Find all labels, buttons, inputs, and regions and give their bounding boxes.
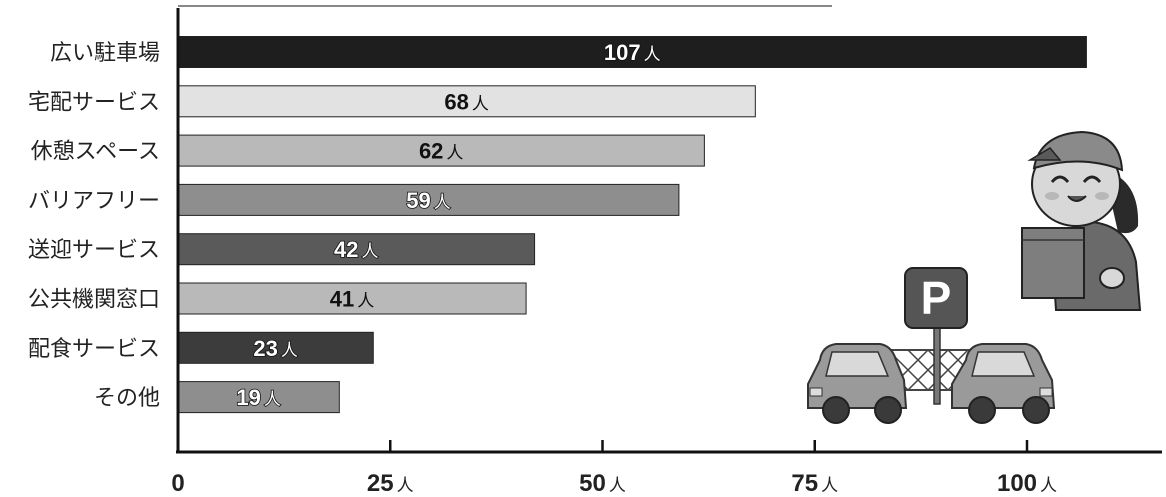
car-right-icon — [951, 343, 1056, 424]
bar-value-labels-group: 107 人 68 人 62 人 59 人 42 人 41 人 23 人 19 人 — [236, 39, 662, 411]
bar-value-label-2: 62 人 — [419, 139, 463, 164]
category-label-6: 配食サービス — [28, 337, 160, 362]
category-label-4: 送迎サービス — [28, 238, 160, 263]
x-tick-label-2: 50 人 — [579, 470, 626, 497]
bar-3 — [177, 183, 680, 216]
bar-value-label-5: 41 人 — [330, 287, 374, 312]
category-label-3: バリアフリー — [28, 189, 160, 214]
category-label-5: 公共機関窓口 — [28, 288, 160, 313]
x-tick-label-1: 25 人 — [367, 470, 414, 497]
x-tick-label-3: 75 人 — [791, 470, 838, 497]
bar-5 — [177, 282, 527, 315]
x-ticks-group: 0 25 人 50 人 75 人 100 人 — [171, 440, 1057, 497]
delivery-person-and-parking-illustration: P — [807, 130, 1142, 424]
parking-sign-letter: P — [921, 272, 952, 324]
bar-value-label-0: 107 人 — [604, 40, 661, 65]
bar-4 — [177, 233, 536, 266]
category-label-1: 宅配サービス — [28, 90, 160, 115]
category-label-0: 広い駐車場 — [50, 41, 160, 66]
bar-value-label-7: 19 人 — [236, 385, 280, 410]
x-tick-label-0: 0 — [171, 470, 184, 497]
car-left-icon — [807, 343, 908, 424]
parking-sign-icon: P — [904, 267, 968, 405]
bars-group — [177, 36, 1087, 414]
delivery-person-icon — [1021, 130, 1142, 311]
category-labels-group: 広い駐車場宅配サービス休憩スペースバリアフリー送迎サービス公共機関窓口配食サービ… — [28, 41, 160, 411]
category-label-2: 休憩スペース — [31, 140, 160, 165]
bar-value-label-4: 42 人 — [334, 237, 378, 262]
bar-value-label-6: 23 人 — [253, 336, 297, 361]
x-tick-label-4: 100 人 — [997, 470, 1057, 497]
bar-6 — [177, 331, 374, 364]
bar-value-label-3: 59 人 — [406, 188, 450, 213]
category-label-7: その他 — [94, 386, 160, 411]
bar-value-label-1: 68 人 — [444, 89, 488, 114]
